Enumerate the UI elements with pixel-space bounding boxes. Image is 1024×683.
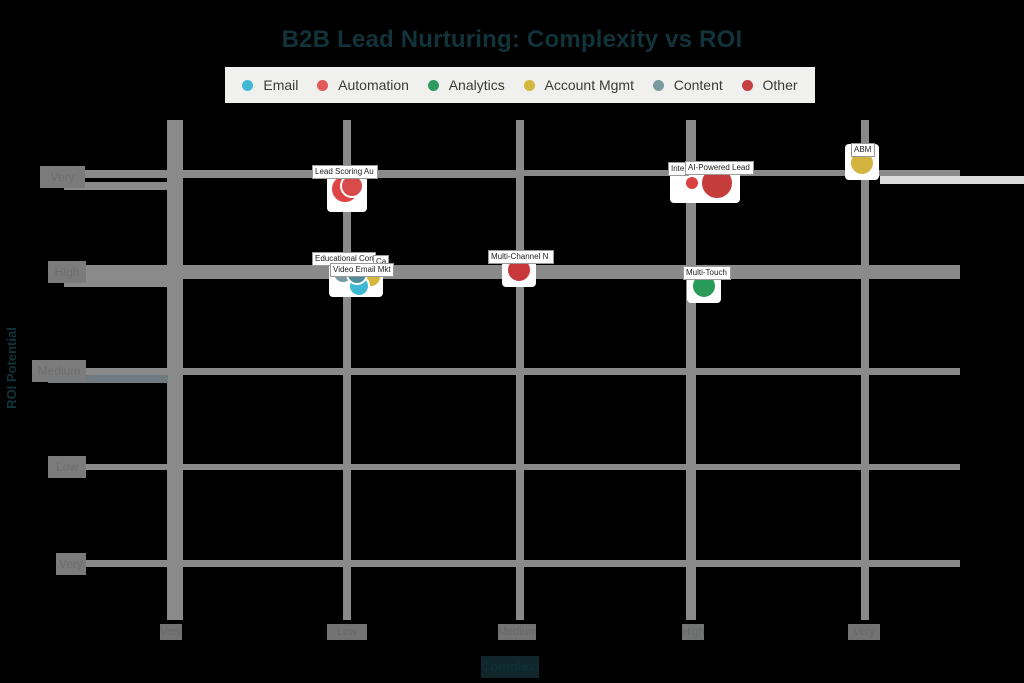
y-tick-label: Low — [48, 456, 86, 478]
hgrid-line — [48, 375, 168, 383]
bubble-inter[interactable] — [684, 175, 700, 191]
point-label: AI-Powered Lead — [685, 161, 754, 175]
analytics-dot-icon — [427, 79, 439, 91]
hgrid-line — [85, 464, 960, 470]
legend-label: Analytics — [448, 77, 505, 93]
legend-label: Automation — [338, 77, 409, 93]
hgrid-line — [85, 368, 960, 375]
point-label: Lead Scoring Au — [312, 165, 378, 179]
y-tick-label: High — [48, 261, 86, 283]
hgrid-line — [64, 182, 168, 190]
legend-item-email[interactable]: Email — [242, 77, 298, 93]
legend: Email Automation Analytics Account Mgmt … — [225, 67, 815, 103]
legend-item-content[interactable]: Content — [652, 77, 723, 93]
hgrid-line — [64, 279, 168, 287]
legend-label: Account Mgmt — [544, 77, 634, 93]
automation-dot-icon — [317, 79, 329, 91]
hgrid-line — [880, 176, 1024, 184]
legend-item-analytics[interactable]: Analytics — [427, 77, 505, 93]
other-dot-icon — [741, 79, 753, 91]
legend-item-automation[interactable]: Automation — [317, 77, 409, 93]
x-tick-label: Low — [327, 624, 367, 640]
point-label: Multi-Touch — [683, 266, 731, 280]
y-axis-label: ROI Potential — [4, 327, 19, 409]
y-tick-label: Medium — [32, 360, 86, 382]
x-tick-label: Very High — [848, 624, 880, 640]
chart-title: B2B Lead Nurturing: Complexity vs ROI — [281, 26, 743, 53]
legend-item-other[interactable]: Other — [741, 77, 798, 93]
point-label: Multi-Channel N — [488, 250, 554, 264]
legend-item-account-mgmt[interactable]: Account Mgmt — [523, 77, 634, 93]
content-dot-icon — [652, 79, 664, 91]
legend-label: Email — [263, 77, 299, 93]
x-tick-label: Very Low — [160, 624, 182, 640]
legend-label: Content — [673, 77, 723, 93]
y-tick-label: Very High — [40, 166, 85, 188]
hgrid-line — [85, 560, 960, 567]
hgrid-line — [85, 170, 520, 178]
x-tick-label: High — [682, 624, 704, 640]
email-dot-icon — [242, 79, 254, 91]
y-tick-label: Very Low — [56, 553, 86, 575]
point-label: Video Email Mkt — [330, 263, 394, 277]
account-mgmt-dot-icon — [523, 79, 535, 91]
x-tick-label: Medium — [498, 624, 536, 640]
x-axis-label: Complexity — [481, 656, 539, 678]
point-label: ABM — [851, 143, 875, 157]
legend-label: Other — [762, 77, 798, 93]
